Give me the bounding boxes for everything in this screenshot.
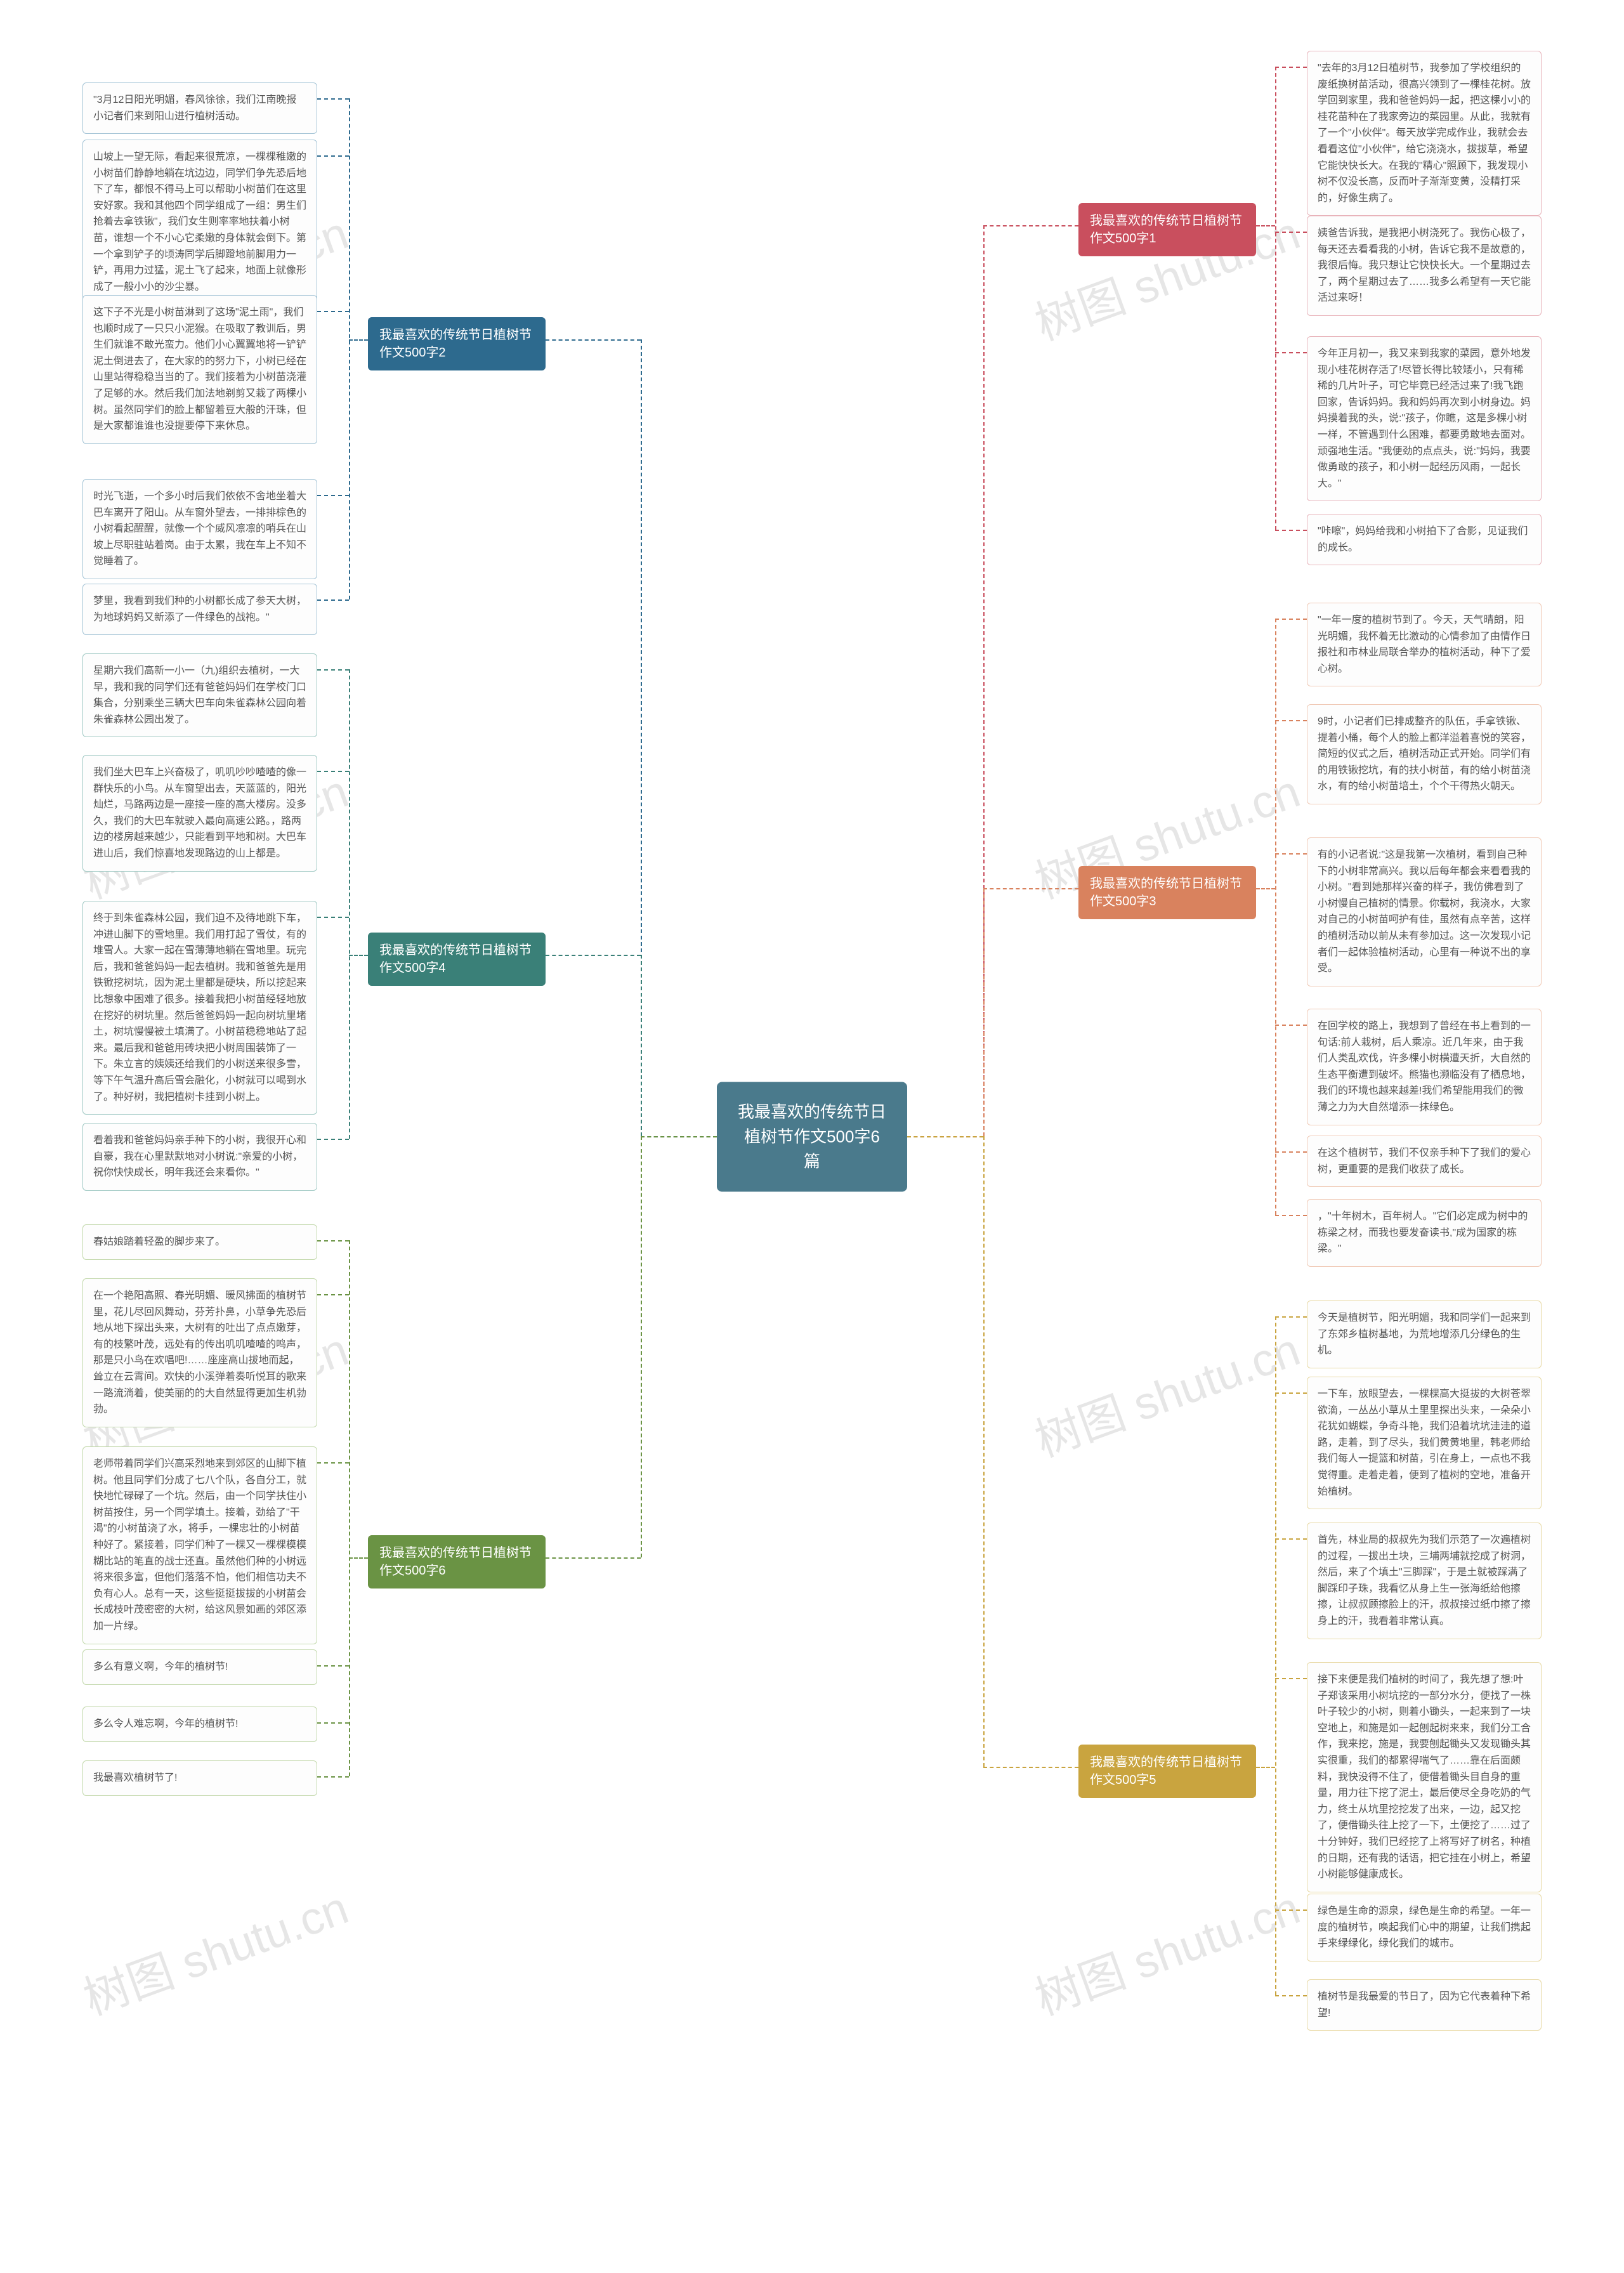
connector <box>983 888 1078 889</box>
connector <box>641 1136 642 1557</box>
connector <box>317 1722 349 1724</box>
connector <box>1275 1316 1307 1318</box>
leaf-node: 我最喜欢植树节了! <box>82 1760 317 1796</box>
connector <box>1275 853 1307 855</box>
leaf-node: 看着我和爸爸妈妈亲手种下的小树，我很开心和自豪，我在心里默默地对小树说:"亲爱的… <box>82 1123 317 1191</box>
connector <box>317 1139 349 1140</box>
leaf-node: 终于到朱雀森林公园，我们迫不及待地跳下车，冲进山脚下的雪地里。我们用打起了雪仗，… <box>82 901 317 1115</box>
connector <box>1275 67 1307 68</box>
leaf-node: 时光飞逝，一个多小时后我们依依不舍地坐着大巴车离开了阳山。从车窗外望去，一排排棕… <box>82 479 317 579</box>
connector <box>317 1294 349 1295</box>
connector <box>317 1665 349 1667</box>
connector <box>1275 1392 1307 1394</box>
leaf-node: 植树节是我最爱的节日了，因为它代表着种下希望! <box>1307 1979 1542 2031</box>
connector <box>349 1557 368 1559</box>
connector <box>641 955 642 1136</box>
branch-node-6: 我最喜欢的传统节日植树节作文500字6 <box>368 1535 546 1588</box>
branch-node-1: 我最喜欢的传统节日植树节作文500字1 <box>1078 203 1256 256</box>
leaf-node: 一下车，放眼望去，一棵棵高大挺拔的大树苍翠欲滴，一丛丛小草从土里里探出头来，一朵… <box>1307 1377 1542 1509</box>
connector <box>349 339 368 341</box>
connector <box>1275 1909 1307 1911</box>
connector <box>317 495 349 496</box>
leaf-node: 这下子不光是小树苗淋到了这场"泥土雨"，我们也顺时成了一只只小泥猴。在吸取了教训… <box>82 295 317 444</box>
connector <box>317 917 349 918</box>
connector <box>983 225 1078 226</box>
connector <box>1275 1151 1307 1153</box>
leaf-node: 在这个植树节，我们不仅亲手种下了我们的爱心树，更重要的是我们收获了成长。 <box>1307 1136 1542 1187</box>
connector <box>1256 888 1275 889</box>
connector <box>1275 530 1307 531</box>
leaf-node: 我们坐大巴车上兴奋极了，叽叽吵吵喳喳的像一群快乐的小鸟。从车窗望出去，天蓝蓝的，… <box>82 755 317 872</box>
connector <box>1275 1025 1307 1026</box>
leaf-node: "去年的3月12日植树节，我参加了学校组织的废纸换树苗活动，很高兴领到了一棵桂花… <box>1307 51 1542 216</box>
leaf-node: 有的小记者说:"这是我第一次植树，看到自己种下的小树非常高兴。我以后每年都会来看… <box>1307 837 1542 986</box>
leaf-node: "3月12日阳光明媚，春风徐徐，我们江南晚报小记者们来到阳山进行植树活动。 <box>82 82 317 134</box>
connector <box>907 1136 983 1137</box>
center-node: 我最喜欢的传统节日植树节作文500字6篇 <box>717 1082 907 1191</box>
leaf-node: 梦里，我看到我们种的小树都长成了参天大树，为地球妈妈又新添了一件绿色的战袍。" <box>82 584 317 635</box>
connector <box>983 888 985 1136</box>
branch-node-5: 我最喜欢的传统节日植树节作文500字5 <box>1078 1745 1256 1798</box>
connector <box>317 1240 349 1241</box>
connector <box>1275 1538 1307 1540</box>
branch-node-2: 我最喜欢的传统节日植树节作文500字2 <box>368 317 546 370</box>
connector <box>349 955 368 956</box>
connector <box>317 155 349 157</box>
connector <box>546 339 641 341</box>
connector <box>317 771 349 772</box>
connector <box>317 98 349 100</box>
leaf-node: 多么令人难忘啊，今年的植树节! <box>82 1706 317 1742</box>
leaf-node: 多么有意义啊，今年的植树节! <box>82 1649 317 1685</box>
connector <box>317 1776 349 1778</box>
leaf-node: 山坡上一望无际，看起来很荒凉，一棵棵稚嫩的小树苗们静静地躺在坑边边，同学们争先恐… <box>82 140 317 305</box>
connector <box>317 599 349 601</box>
leaf-node: 姨爸告诉我，是我把小树浇死了。我伤心极了，每天还去看看我的小树，告诉它我不是故意… <box>1307 216 1542 316</box>
branch-node-4: 我最喜欢的传统节日植树节作文500字4 <box>368 933 546 986</box>
leaf-node: 今天是植树节，阳光明媚，我和同学们一起来到了东郊乡植树基地，为荒地增添几分绿色的… <box>1307 1300 1542 1368</box>
leaf-node: "一年一度的植树节到了。今天，天气晴朗，阳光明媚，我怀着无比激动的心情参加了由情… <box>1307 603 1542 686</box>
watermark: 树图 shutu.cn <box>1025 1871 1307 2028</box>
connector <box>317 311 349 312</box>
connector <box>641 1136 717 1137</box>
connector <box>317 669 349 671</box>
connector <box>546 955 641 956</box>
leaf-node: 9时，小记者们已排成整齐的队伍，手拿铁锹、提着小桶，每个人的脸上都洋溢着喜悦的笑… <box>1307 704 1542 804</box>
watermark: 树图 shutu.cn <box>1025 1313 1307 1470</box>
connector <box>1256 1767 1275 1768</box>
connector <box>1275 619 1307 620</box>
connector <box>1275 232 1307 233</box>
branch-node-3: 我最喜欢的传统节日植树节作文500字3 <box>1078 866 1256 919</box>
connector <box>349 98 350 599</box>
leaf-node: 老师带着同学们兴高采烈地来到郊区的山脚下植树。他且同学们分成了七八个队，各自分工… <box>82 1446 317 1644</box>
leaf-node: "咔嚓"，妈妈给我和小树拍下了合影，见证我们的成长。 <box>1307 514 1542 565</box>
connector <box>1275 1995 1307 1996</box>
connector <box>1275 352 1307 353</box>
leaf-node: 星期六我们高新一小一（九)组织去植树，一大早，我和我的同学们还有爸爸妈妈们在学校… <box>82 653 317 737</box>
connector <box>349 669 350 1139</box>
connector <box>1275 1316 1276 1995</box>
connector <box>1275 720 1307 721</box>
connector <box>983 1136 985 1767</box>
leaf-node: 在一个艳阳高照、春光明媚、暖风拂面的植树节里，花儿尽回风舞动，芬芳扑鼻，小草争先… <box>82 1278 317 1427</box>
connector <box>317 1462 349 1464</box>
watermark: 树图 shutu.cn <box>73 1871 356 2028</box>
connector <box>1275 619 1276 1215</box>
leaf-node: 春姑娘踏着轻盈的脚步来了。 <box>82 1224 317 1260</box>
connector <box>349 1240 350 1776</box>
leaf-node: 今年正月初一，我又来到我家的菜园，意外地发现小桂花树存活了!尽管长得比较矮小，只… <box>1307 336 1542 501</box>
leaf-node: 首先，林业局的叔叔先为我们示范了一次遍植树的过程，一拔出土块，三埔两埔就挖成了树… <box>1307 1523 1542 1639</box>
leaf-node: 接下来便是我们植树的时间了，我先想了想:叶子郑该采用小树坑挖的一部分水分，便找了… <box>1307 1662 1542 1892</box>
leaf-node: 在回学校的路上，我想到了曾经在书上看到的一句话:前人栽树，后人乘凉。近几年来，由… <box>1307 1009 1542 1125</box>
connector <box>1275 1215 1307 1216</box>
connector <box>1275 67 1276 530</box>
leaf-node: 绿色是生命的源泉，绿色是生命的希望。一年一度的植树节，唤起我们心中的期望，让我们… <box>1307 1894 1542 1962</box>
connector <box>1256 225 1275 226</box>
connector <box>983 1767 1078 1768</box>
leaf-node: ，"十年树木，百年树人。"它们必定成为树中的栋梁之材，而我也要发奋读书,"成为国… <box>1307 1199 1542 1267</box>
connector <box>1275 1678 1307 1679</box>
connector <box>546 1557 641 1559</box>
